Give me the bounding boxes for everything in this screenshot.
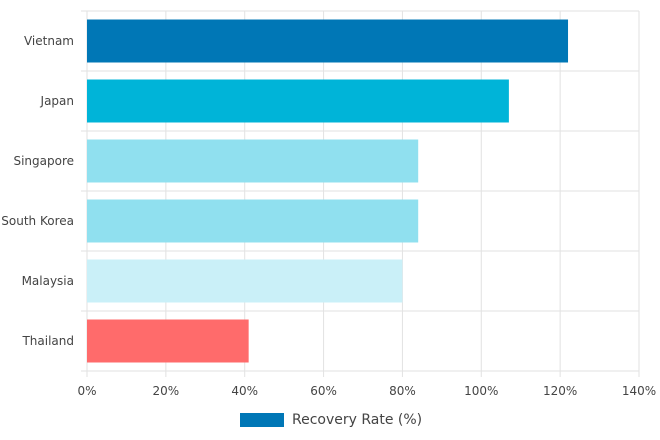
legend[interactable]: Recovery Rate (%) <box>240 410 422 430</box>
grid <box>81 10 640 377</box>
x-tick-label: 0% <box>77 384 96 398</box>
x-tick-label: 140% <box>622 384 656 398</box>
bar-thailand[interactable] <box>87 319 249 363</box>
x-tick-label: 100% <box>464 384 498 398</box>
y-tick-label: Thailand <box>21 334 74 348</box>
y-tick-label: Vietnam <box>24 34 74 48</box>
x-tick-label: 60% <box>310 384 337 398</box>
bars <box>87 19 569 363</box>
x-tick-label: 20% <box>153 384 180 398</box>
y-tick-label: Singapore <box>13 154 74 168</box>
bar-malaysia[interactable] <box>87 259 403 303</box>
x-tick-label: 80% <box>389 384 416 398</box>
bar-japan[interactable] <box>87 79 509 123</box>
x-tick-label: 120% <box>543 384 577 398</box>
bar-south-korea[interactable] <box>87 199 419 243</box>
legend-label: Recovery Rate (%) <box>292 412 423 428</box>
legend-swatch <box>240 413 284 427</box>
y-tick-label: Japan <box>40 94 74 108</box>
bar-vietnam[interactable] <box>87 19 569 63</box>
bar-singapore[interactable] <box>87 139 419 183</box>
y-tick-label: Malaysia <box>22 274 74 288</box>
x-tick-label: 40% <box>231 384 258 398</box>
y-axis-labels: Vietnam Japan Singapore South Korea Malaysia… <box>1 34 74 348</box>
y-tick-label: South Korea <box>1 214 74 228</box>
x-axis-labels: 0% 20% 40% 60% 80% 100% 120% 140% <box>77 384 656 398</box>
